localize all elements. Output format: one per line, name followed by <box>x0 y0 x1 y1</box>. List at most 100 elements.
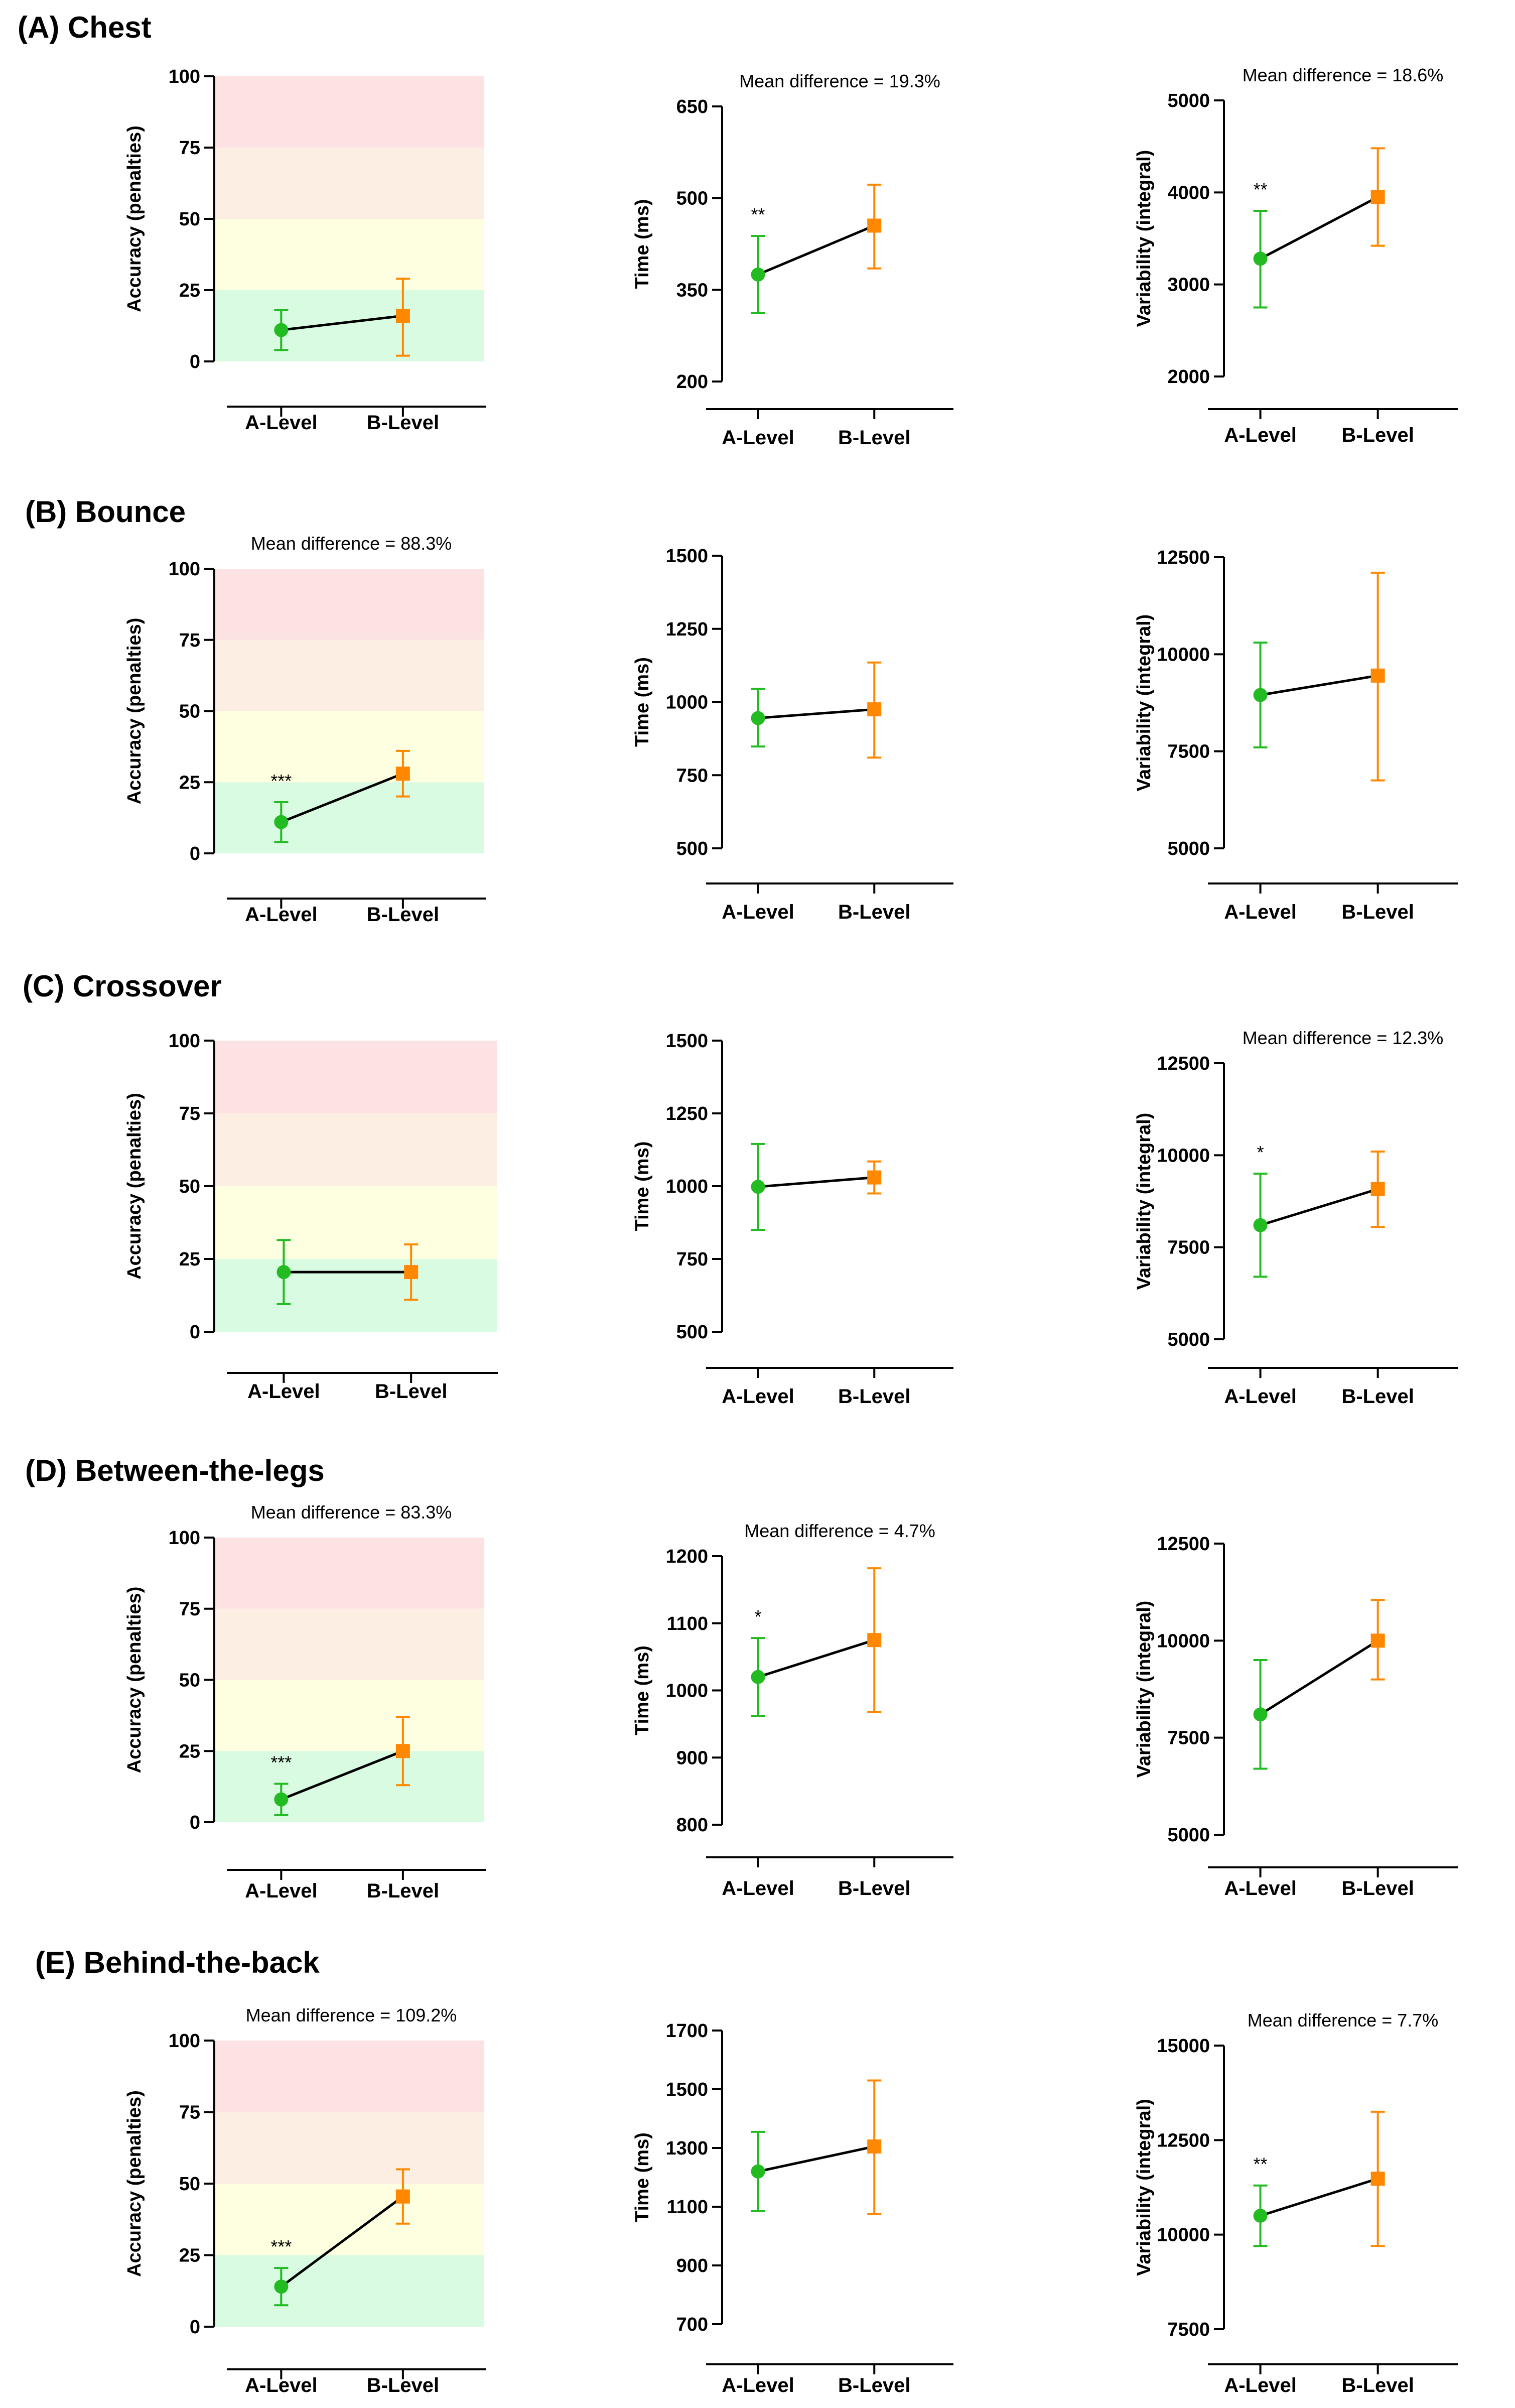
y-tick-label: 500 <box>676 1322 708 1343</box>
zone-yellow <box>214 2184 484 2255</box>
y-tick-label: 75 <box>179 2102 200 2123</box>
b-level-point <box>395 767 410 781</box>
y-tick-label: 50 <box>179 1670 200 1691</box>
significance-marker: *** <box>270 2236 292 2257</box>
y-tick-label: 5000 <box>1167 1329 1210 1350</box>
zone-green <box>214 782 484 853</box>
y-tick-label: 1000 <box>665 1681 708 1702</box>
y-tick-label: 10000 <box>1157 1630 1210 1652</box>
y-tick-label: 1300 <box>665 2138 708 2159</box>
y-axis-label: Variability (integral) <box>1134 150 1155 327</box>
zone-yellow <box>214 711 484 783</box>
significance-marker: * <box>755 1606 762 1627</box>
zone-orange <box>214 1608 484 1680</box>
x-tick-label: B-Level <box>838 427 911 449</box>
b-level-point <box>867 1633 882 1647</box>
y-axis-label: Accuracy (penalties) <box>124 618 145 805</box>
chart-5-3: 7500 10000 12500 15000 Variability (integral… <box>1134 2010 1458 2396</box>
y-tick-label: 2000 <box>1167 366 1210 388</box>
series-connector-line <box>1260 674 1379 696</box>
y-axis-label: Time (ms) <box>632 2132 653 2222</box>
y-tick-label: 5000 <box>1167 838 1210 859</box>
b-level-point <box>395 2189 410 2204</box>
x-tick-label: A-Level <box>245 1880 318 1902</box>
y-tick-label: 12500 <box>1157 2130 1210 2151</box>
series-connector-line <box>1260 2177 1379 2217</box>
chart-4-2: 800 900 1000 1100 1200 Time (ms) A-Level B-Leve… <box>632 1520 953 1899</box>
y-tick-label: 75 <box>179 138 200 159</box>
series-connector-line <box>1260 1639 1379 1716</box>
y-tick-label: 50 <box>179 1176 200 1197</box>
zone-green <box>214 290 484 361</box>
y-tick-label: 10000 <box>1157 2225 1210 2246</box>
y-tick-label: 0 <box>190 1322 200 1343</box>
y-tick-label: 7500 <box>1167 1728 1210 1749</box>
x-tick-label: B-Level <box>1341 1385 1414 1408</box>
y-tick-label: 1700 <box>665 2020 708 2042</box>
a-level-point <box>274 323 289 337</box>
x-tick-label: B-Level <box>367 904 440 926</box>
series-connector-line <box>280 2195 404 2288</box>
a-level-point <box>751 1670 765 1684</box>
y-tick-label: 1250 <box>665 619 708 640</box>
significance-marker: ** <box>751 204 765 225</box>
y-tick-label: 0 <box>190 843 200 864</box>
panel-title: (B) Bounce <box>25 495 186 529</box>
y-tick-label: 75 <box>179 630 200 651</box>
y-tick-label: 700 <box>676 2314 708 2335</box>
mean-difference-annotation: Mean difference = 19.3% <box>739 71 940 91</box>
a-level-point <box>274 1792 289 1807</box>
y-tick-label: 25 <box>179 2245 200 2266</box>
chart-4-3: 5000 7500 10000 12500 Variability (integral)… <box>1134 1534 1458 1899</box>
a-level-point <box>1253 688 1268 702</box>
y-axis-label: Variability (integral) <box>1134 614 1155 792</box>
x-tick-label: A-Level <box>722 427 794 449</box>
y-tick-label: 50 <box>179 209 200 230</box>
y-axis-label: Accuracy (penalties) <box>124 1093 145 1280</box>
y-tick-label: 750 <box>676 1249 708 1270</box>
x-tick-label: A-Level <box>247 1380 320 1403</box>
a-level-point <box>1253 251 1268 266</box>
x-tick-label: B-Level <box>367 1880 440 1902</box>
y-tick-label: 50 <box>179 2174 200 2195</box>
y-tick-label: 350 <box>676 280 708 301</box>
y-tick-label: 75 <box>179 1103 200 1124</box>
mean-difference-annotation: Mean difference = 83.3% <box>251 1502 452 1523</box>
series-connector-line <box>758 708 875 720</box>
zone-orange <box>214 1113 497 1186</box>
zone-green <box>214 1751 484 1822</box>
series-connector-line <box>758 1176 875 1188</box>
y-tick-label: 1100 <box>667 1613 708 1634</box>
b-level-point <box>867 218 882 233</box>
chart-3-1: 0 25 50 75 100 Accuracy (penalties) A-Level B-L… <box>124 1031 498 1403</box>
x-tick-label: A-Level <box>1224 2374 1297 2396</box>
b-level-point <box>404 1265 419 1280</box>
a-level-point <box>277 1265 291 1280</box>
y-tick-label: 0 <box>190 2317 200 2338</box>
significance-marker: ** <box>1254 179 1268 200</box>
y-tick-label: 100 <box>169 1528 200 1549</box>
chart-5-1: 0 25 50 75 100 Accuracy (penalties) A-Level B-L… <box>124 2005 486 2396</box>
y-tick-label: 750 <box>676 765 708 786</box>
x-tick-label: A-Level <box>245 412 318 434</box>
a-level-point <box>274 815 289 829</box>
significance-marker: ** <box>1254 2154 1268 2175</box>
y-axis-label: Variability (integral) <box>1134 1113 1155 1290</box>
y-axis-label: Variability (integral) <box>1134 2099 1155 2276</box>
y-tick-label: 650 <box>676 96 708 117</box>
y-tick-label: 3000 <box>1167 275 1210 296</box>
a-level-point <box>751 267 765 282</box>
y-tick-label: 25 <box>179 1249 200 1270</box>
y-axis-label: Accuracy (penalties) <box>124 2090 145 2277</box>
x-tick-label: B-Level <box>1341 2374 1414 2396</box>
b-level-point <box>1370 190 1385 204</box>
y-axis-label: Time (ms) <box>632 199 653 289</box>
y-tick-label: 5000 <box>1167 1825 1210 1846</box>
y-axis-label: Accuracy (penalties) <box>124 1587 145 1773</box>
x-tick-label: B-Level <box>838 2374 911 2396</box>
zone-red <box>214 569 484 640</box>
chart-1-1: 0 25 50 75 100 Accuracy (penalties) A-Level B-L… <box>124 66 486 434</box>
x-tick-label: B-Level <box>375 1380 448 1403</box>
y-tick-label: 100 <box>169 2031 200 2052</box>
x-tick-label: B-Level <box>838 1385 911 1408</box>
